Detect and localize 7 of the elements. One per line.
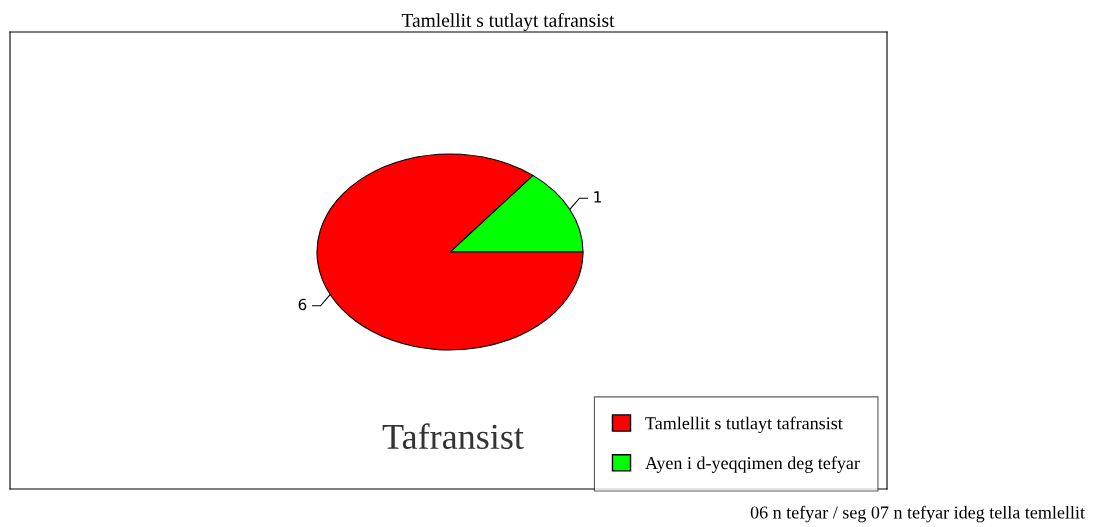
data-label: 6 [298, 298, 307, 311]
data-label: 1 [594, 191, 602, 203]
text: Tafransist [382, 423, 524, 450]
legend-label: Ayen i d-yeqqimen deg tefyar [645, 456, 860, 473]
legend-label: Tamlellit s tutlayt tafransist [645, 416, 843, 434]
chart-title: Tamlellit s tutlayt tafransist [401, 13, 615, 31]
text: 06 n tefyar / seg 07 n tefyar ideg tella temlellit [750, 505, 1085, 523]
